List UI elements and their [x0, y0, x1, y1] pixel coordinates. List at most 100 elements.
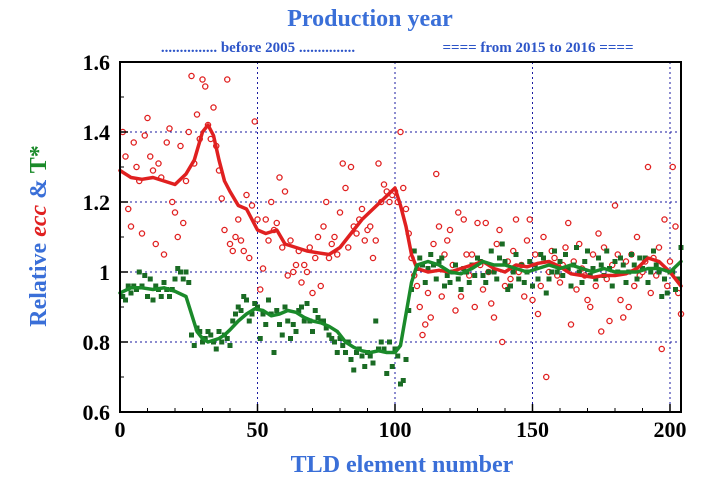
tstar-point: [653, 262, 659, 268]
tstar-point: [557, 259, 563, 264]
ecc-point: [669, 163, 677, 171]
tstar-point: [670, 269, 676, 275]
tstar-point: [384, 371, 390, 376]
ecc-point: [474, 219, 481, 227]
ecc-point: [413, 282, 421, 290]
ecc-point: [174, 233, 181, 241]
tstar-point: [235, 304, 241, 310]
y-tick-label: 0.8: [83, 330, 111, 355]
tstar-point: [238, 308, 244, 313]
tstar-point: [252, 301, 258, 306]
ecc-point: [397, 128, 404, 136]
tstar-point: [428, 252, 434, 257]
tstar-point: [244, 297, 249, 303]
tstar-point: [433, 276, 439, 282]
ecc-point: [537, 282, 545, 290]
tstar-point: [466, 280, 472, 285]
tstar-point: [208, 332, 214, 338]
tstar-point: [136, 269, 142, 275]
tstar-point: [673, 287, 678, 292]
tstar-point: [582, 259, 588, 264]
tstar-point: [604, 248, 610, 254]
ecc-point: [298, 279, 305, 286]
tstar-point: [263, 322, 269, 327]
x-tick-label: 200: [654, 417, 687, 442]
ecc-point: [210, 104, 217, 111]
tstar-point: [359, 353, 365, 359]
ecc-point: [567, 321, 575, 328]
ecc-point: [361, 237, 368, 244]
ecc-point: [498, 338, 506, 346]
tstar-point: [590, 266, 596, 271]
tstar-point: [400, 378, 406, 383]
tstar-point: [472, 273, 478, 278]
tstar-point: [125, 283, 131, 289]
tstar-point: [527, 259, 533, 264]
tstar-point: [230, 318, 236, 324]
tstar-point: [172, 276, 178, 282]
tstar-point: [406, 308, 412, 313]
ecc-point: [339, 160, 346, 167]
plot-frame: [119, 61, 682, 413]
ecc-point: [289, 268, 297, 276]
ecc-point: [149, 167, 157, 174]
tstar-point: [623, 280, 629, 285]
tstar-point: [290, 322, 296, 327]
tstar-point: [257, 336, 263, 341]
tstar-point: [664, 290, 670, 296]
ecc-point: [375, 160, 382, 167]
ecc-point: [141, 132, 148, 139]
ecc-point: [666, 258, 674, 265]
tstar-point: [175, 266, 181, 271]
ecc-point: [463, 251, 470, 258]
ecc-point: [606, 317, 613, 325]
tstar-point: [530, 283, 535, 289]
tstar-point: [241, 294, 247, 299]
ecc-point: [328, 240, 335, 248]
tstar-point: [271, 350, 277, 355]
tstar-point: [612, 259, 618, 264]
tstar-point: [332, 339, 337, 345]
ecc-point: [454, 209, 462, 216]
ecc-point: [620, 314, 627, 321]
ecc-point: [168, 198, 176, 206]
ecc-point: [243, 191, 250, 199]
ecc-point: [446, 226, 454, 234]
ecc-point: [317, 282, 324, 290]
tstar-point: [398, 381, 403, 387]
ecc-point: [229, 247, 236, 255]
ecc-point: [287, 237, 294, 244]
tstar-point: [326, 332, 332, 338]
tstar-point: [189, 332, 194, 338]
ecc-point: [311, 254, 319, 262]
y-tick-label: 1.2: [83, 190, 111, 215]
ecc-point: [565, 219, 572, 227]
ecc-point: [532, 251, 539, 258]
ecc-point: [306, 244, 313, 251]
ecc-point: [234, 216, 242, 223]
ecc-point: [598, 328, 605, 335]
ecc-point: [232, 233, 239, 241]
tstar-point: [497, 255, 502, 261]
tstar-point: [574, 245, 579, 250]
tstar-point: [549, 269, 555, 275]
tstar-point: [565, 266, 571, 271]
tstar-point: [494, 276, 500, 282]
ecc-point: [556, 279, 564, 286]
tstar-point: [645, 280, 651, 285]
ecc-point: [493, 240, 500, 248]
ecc-point: [273, 219, 280, 227]
ecc-point: [523, 237, 531, 244]
tstar-point: [131, 283, 137, 289]
ecc-point: [644, 163, 652, 171]
tstar-point: [554, 269, 560, 275]
tstar-point: [282, 304, 288, 310]
ecc-point: [262, 216, 269, 223]
ecc-point: [529, 296, 536, 304]
ecc-point: [521, 293, 528, 300]
ecc-point: [490, 314, 498, 321]
tstar-point: [637, 255, 643, 261]
ecc-point: [278, 244, 286, 251]
ecc-point: [122, 153, 129, 160]
